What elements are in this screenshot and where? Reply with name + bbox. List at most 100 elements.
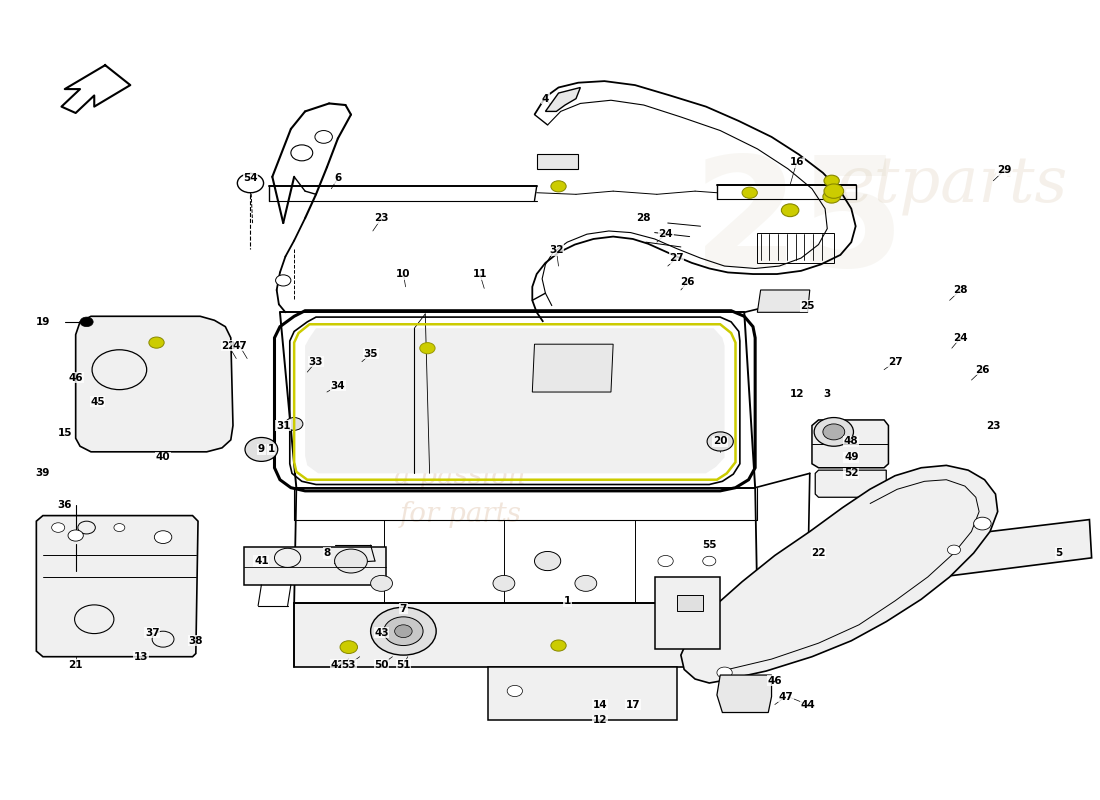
Text: 28: 28 [637,214,651,223]
Text: 41: 41 [254,556,268,566]
Text: 47: 47 [779,691,793,702]
Circle shape [371,607,437,655]
Text: 26: 26 [680,277,695,287]
Text: 7: 7 [399,604,407,614]
Text: 38: 38 [188,636,204,646]
Circle shape [238,174,264,193]
Text: 22: 22 [221,341,235,350]
Text: 1: 1 [563,596,571,606]
Text: 23: 23 [374,214,388,223]
Text: 20: 20 [713,437,727,446]
Text: 40: 40 [156,452,170,462]
Circle shape [575,575,597,591]
Text: 54: 54 [243,174,257,183]
Text: 1: 1 [267,445,275,454]
Circle shape [707,432,734,451]
Text: 23: 23 [986,421,1001,430]
Text: 17: 17 [626,699,640,710]
Text: a passion
for parts: a passion for parts [395,463,526,528]
Circle shape [245,438,278,462]
Circle shape [384,617,424,646]
Circle shape [114,523,124,531]
Polygon shape [62,65,130,113]
Text: 36: 36 [57,500,72,510]
Circle shape [658,555,673,566]
Circle shape [493,575,515,591]
Text: 28: 28 [954,285,968,295]
Circle shape [947,545,960,554]
Text: 32: 32 [549,245,563,255]
Text: 16: 16 [790,158,804,167]
Circle shape [68,530,84,541]
Circle shape [814,418,854,446]
Text: 6: 6 [334,174,341,183]
Text: 24: 24 [658,229,673,239]
Polygon shape [36,515,198,657]
Text: 33: 33 [309,357,323,366]
Circle shape [340,641,358,654]
Polygon shape [244,547,386,585]
Polygon shape [940,519,1091,577]
Circle shape [148,337,164,348]
Text: 3: 3 [824,389,830,398]
Polygon shape [676,595,703,611]
Circle shape [717,667,733,678]
Text: 13: 13 [134,652,148,662]
Circle shape [551,181,566,192]
Text: 25: 25 [801,301,815,311]
Text: 31: 31 [276,421,290,430]
Polygon shape [537,154,579,169]
Text: 51: 51 [396,660,410,670]
Circle shape [535,551,561,570]
Text: 22: 22 [812,548,826,558]
Polygon shape [812,420,889,468]
Text: etparts: etparts [836,154,1067,215]
Circle shape [781,204,799,217]
Text: 8: 8 [323,548,331,558]
Circle shape [824,175,839,186]
Polygon shape [487,667,676,721]
Text: 39: 39 [35,468,51,478]
Circle shape [703,556,716,566]
Text: 44: 44 [800,699,815,710]
Text: 26: 26 [975,365,990,374]
Text: 53: 53 [341,660,356,670]
Text: 9: 9 [257,445,265,454]
Text: 34: 34 [330,381,345,390]
Circle shape [154,530,172,543]
Circle shape [52,522,65,532]
Text: 11: 11 [473,269,487,279]
Circle shape [285,418,303,430]
Text: 15: 15 [57,429,72,438]
Circle shape [371,575,393,591]
Text: 52: 52 [844,468,858,478]
Text: 45: 45 [90,397,104,406]
Text: 35: 35 [363,349,378,358]
Text: 43: 43 [374,628,389,638]
Text: 27: 27 [888,357,902,366]
Circle shape [80,317,94,326]
Circle shape [395,625,412,638]
Text: 21: 21 [68,660,82,670]
Text: 4: 4 [541,94,549,104]
Polygon shape [654,577,720,649]
Text: 50: 50 [374,660,388,670]
Text: 29: 29 [997,166,1011,175]
Circle shape [742,187,757,198]
Circle shape [974,517,991,530]
Text: 12: 12 [593,715,607,726]
Text: 47: 47 [232,341,246,350]
Polygon shape [717,675,771,713]
Text: 42: 42 [330,660,345,670]
Text: 27: 27 [669,253,684,263]
Polygon shape [532,344,613,392]
Circle shape [551,640,566,651]
Text: 5: 5 [1055,548,1063,558]
Text: 48: 48 [844,437,859,446]
Circle shape [334,549,367,573]
Text: 24: 24 [954,333,968,343]
Circle shape [824,184,844,198]
Text: 14: 14 [593,699,607,710]
Text: 10: 10 [396,269,410,279]
Text: 46: 46 [68,373,82,382]
